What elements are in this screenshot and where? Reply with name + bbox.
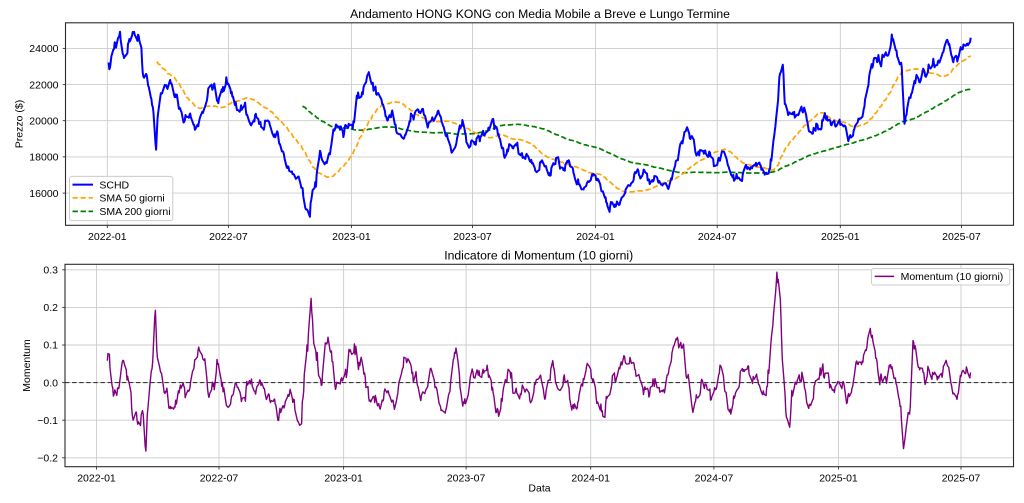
- svg-text:0.2: 0.2: [43, 302, 58, 314]
- svg-text:−0.1: −0.1: [37, 415, 58, 427]
- svg-text:2024-07: 2024-07: [695, 472, 734, 484]
- svg-text:SCHD: SCHD: [99, 179, 129, 191]
- svg-text:2024-07: 2024-07: [698, 231, 737, 243]
- svg-text:2022-01: 2022-01: [77, 472, 116, 484]
- svg-text:0.1: 0.1: [43, 340, 58, 352]
- svg-text:2025-01: 2025-01: [821, 231, 860, 243]
- svg-text:20000: 20000: [29, 115, 58, 127]
- svg-text:2025-07: 2025-07: [942, 231, 981, 243]
- svg-text:SMA 50 giorni: SMA 50 giorni: [99, 193, 164, 205]
- svg-text:2024-01: 2024-01: [571, 472, 610, 484]
- svg-text:18000: 18000: [29, 152, 58, 164]
- svg-text:2023-01: 2023-01: [324, 472, 363, 484]
- svg-text:Momentum (10 giorni): Momentum (10 giorni): [901, 271, 1004, 283]
- svg-text:2022-07: 2022-07: [209, 231, 248, 243]
- svg-text:24000: 24000: [29, 43, 58, 55]
- svg-text:22000: 22000: [29, 79, 58, 91]
- svg-text:2025-01: 2025-01: [819, 472, 858, 484]
- svg-text:16000: 16000: [29, 188, 58, 200]
- svg-text:Prezzo ($): Prezzo ($): [14, 100, 26, 148]
- svg-text:Indicatore di Momentum (10 gio: Indicatore di Momentum (10 giorni): [444, 248, 633, 262]
- svg-text:−0.2: −0.2: [37, 453, 58, 465]
- svg-text:2024-01: 2024-01: [576, 231, 615, 243]
- svg-text:2023-07: 2023-07: [453, 231, 492, 243]
- svg-text:2025-07: 2025-07: [942, 472, 981, 484]
- svg-text:Momentum: Momentum: [21, 339, 33, 392]
- svg-text:2022-01: 2022-01: [88, 231, 127, 243]
- svg-text:2023-07: 2023-07: [447, 472, 486, 484]
- svg-text:Andamento HONG KONG con Media: Andamento HONG KONG con Media Mobile a B…: [350, 7, 730, 21]
- svg-text:0.0: 0.0: [43, 377, 58, 389]
- svg-text:0.3: 0.3: [43, 265, 58, 277]
- svg-text:SMA 200 giorni: SMA 200 giorni: [99, 206, 170, 218]
- svg-text:2023-01: 2023-01: [332, 231, 371, 243]
- svg-text:2022-07: 2022-07: [200, 472, 239, 484]
- svg-text:Data: Data: [528, 483, 550, 495]
